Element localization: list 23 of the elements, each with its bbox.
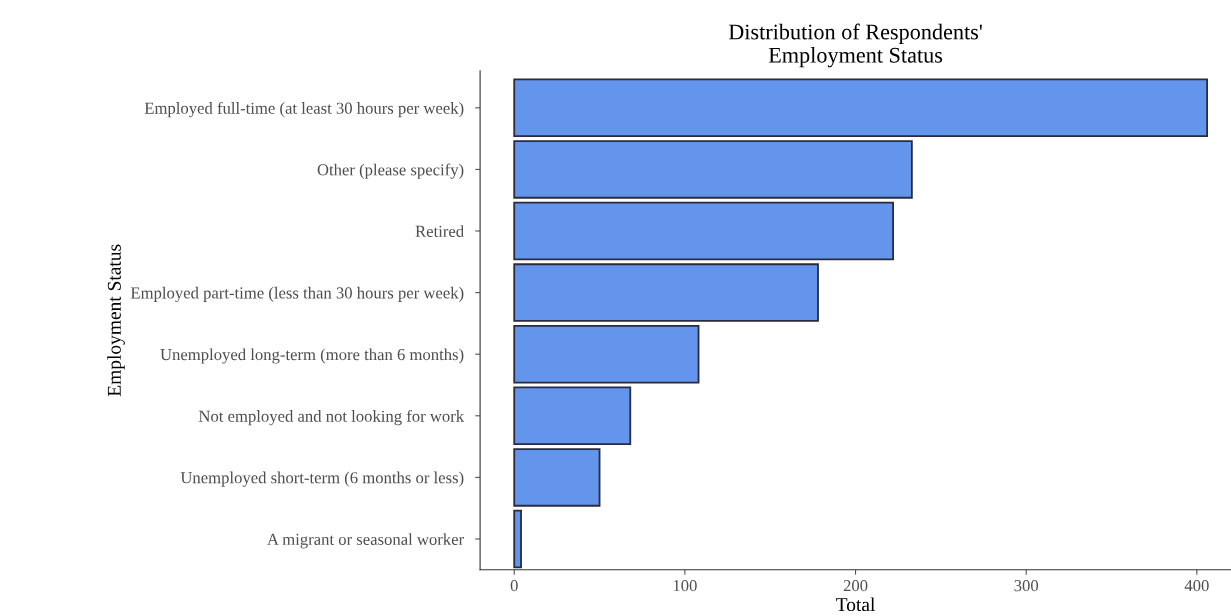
bar (513, 386, 632, 446)
x-tick-label: 400 (1184, 580, 1209, 592)
y-tick-label: A migrant or seasonal worker (267, 533, 464, 549)
bar (513, 324, 700, 384)
y-axis-title: Employment Status (107, 244, 125, 397)
y-tick-label: Not employed and not looking for work (198, 409, 465, 426)
bar (513, 201, 894, 261)
x-axis-title: Total (836, 597, 875, 612)
y-tick-label: Employed full-time (at least 30 hours per week) (144, 101, 464, 118)
y-tick-label: Employed part-time (less than 30 hours per week) (130, 286, 464, 302)
x-tick-label: 100 (673, 580, 697, 592)
x-tick-label: 0 (510, 580, 518, 592)
chart-title: Distribution of Respondents' Employment Status (728, 23, 982, 68)
bar (513, 140, 913, 199)
x-tick-label: 200 (843, 580, 868, 592)
x-tick-label: 300 (1014, 580, 1039, 592)
bar (513, 78, 1209, 138)
y-tick-label: Unemployed short-term (6 months or less) (180, 471, 464, 487)
y-tick-label: Unemployed long-term (more than 6 months) (160, 348, 464, 364)
bar (513, 263, 819, 322)
bar (513, 448, 601, 507)
y-tick-label: Retired (415, 225, 464, 237)
y-tick-label: Other (please specify) (317, 163, 464, 179)
